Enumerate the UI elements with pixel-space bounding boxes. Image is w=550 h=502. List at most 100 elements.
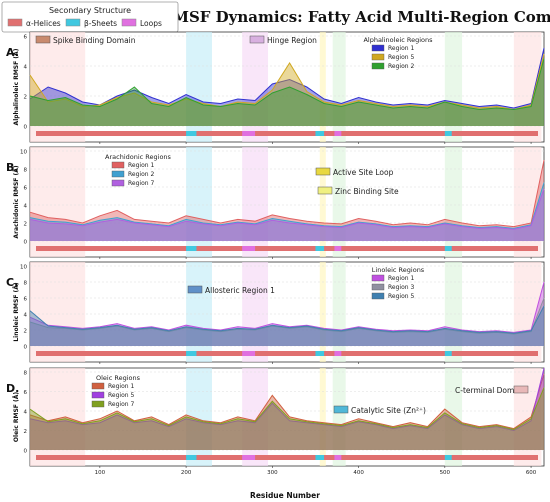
annotation-label-active-site: Active Site Loop — [333, 168, 394, 177]
legend-label-helices: α-Helices — [26, 19, 61, 28]
region-band — [242, 368, 269, 466]
structure-segment — [444, 246, 452, 251]
structure-segment — [315, 246, 325, 251]
annotation-label-cterminal: C-terminal Domain — [455, 386, 526, 395]
structure-strip — [36, 246, 538, 251]
series-area-1 — [30, 373, 544, 450]
region-annotation-active-site: Active Site Loop — [315, 167, 394, 177]
series-area-2 — [30, 298, 544, 346]
region-band — [30, 368, 86, 466]
region-band — [332, 32, 346, 142]
y-tick-label: 4 — [24, 313, 28, 319]
panel-2: 0 2 4 6 8 10B.Arachidonic RMSF (Å) Arachidonic… — [6, 146, 545, 259]
region-band — [513, 262, 542, 362]
series-legend-label: Region 1 — [108, 383, 134, 390]
structure-segment — [444, 455, 452, 460]
series-legend-swatch — [91, 400, 105, 408]
y-tick-label: 0 — [24, 449, 28, 455]
panel-4: 0 2 4 6 8 100 200 300 400 500 600 D.Oleic RMSF (Å) O… — [6, 367, 545, 476]
series-line-3 — [29, 305, 545, 334]
series-legend-swatch — [111, 179, 125, 187]
annotation-label-spike: Spike Binding Domain — [53, 36, 136, 45]
series-legend-label: Region 7 — [128, 180, 154, 187]
structure-legend: Secondary Structure α-Helices β-Sheets L… — [1, 1, 179, 33]
y-axis-label: Arachidonic RMSF (Å) — [13, 165, 20, 238]
region-band — [332, 368, 346, 466]
x-tick-label: 500 — [440, 470, 451, 476]
structure-segment — [242, 131, 256, 136]
structure-segment — [315, 351, 325, 356]
region-band — [186, 32, 212, 142]
annotation-label-zinc: Zinc Binding Site — [335, 187, 399, 196]
series-legend-label: Region 1 — [388, 45, 414, 52]
series-legend-swatch — [111, 170, 125, 178]
series-legend-title: Oleic Regions — [96, 374, 141, 382]
series-line-1 — [29, 281, 545, 333]
region-band — [513, 368, 542, 466]
x-axis-label: Residue Number — [250, 491, 320, 500]
structure-segment — [242, 455, 256, 460]
series-legend-title: Alphalinoleic Regions — [363, 36, 433, 44]
legend-label-sheets: β-Sheets — [84, 19, 117, 28]
series-legend-swatch — [371, 62, 385, 70]
series-legend-label: Region 5 — [108, 392, 134, 399]
series-legend-label: Region 1 — [128, 162, 154, 169]
region-band — [319, 32, 326, 142]
structure-strip — [36, 351, 538, 356]
series-line-1 — [29, 47, 545, 109]
region-band — [186, 262, 212, 362]
structure-strip — [36, 131, 538, 136]
structure-segment — [242, 351, 256, 356]
region-annotation-cterminal: C-terminal Domain — [455, 385, 529, 395]
x-tick-label: 400 — [353, 470, 364, 476]
y-tick-label: 6 — [24, 35, 28, 41]
annotation-label-allosteric: Allosteric Region 1 — [205, 286, 275, 295]
region-band — [30, 147, 86, 257]
region-band — [444, 147, 463, 257]
series-line-2 — [29, 53, 545, 111]
panels: 0 2 4 6 A.Alphalinoleic RMSF (Å) Alphalinolei… — [6, 31, 545, 476]
y-tick-label: 4 — [24, 65, 28, 71]
y-tick-label: 0 — [24, 345, 28, 351]
series-area-3 — [30, 306, 544, 346]
legend-swatch-loops — [121, 18, 137, 27]
structure-legend-title: Secondary Structure — [49, 6, 131, 15]
y-tick-label: 2 — [24, 429, 28, 435]
series-legend-label: Region 3 — [388, 284, 414, 291]
y-tick-label: 2 — [24, 95, 28, 101]
structure-segment — [315, 455, 325, 460]
y-tick-label: 6 — [24, 390, 28, 396]
region-band — [319, 368, 326, 466]
x-tick-label: 600 — [526, 470, 537, 476]
x-tick-label: 200 — [181, 470, 192, 476]
region-band — [242, 147, 269, 257]
series-legend-swatch — [371, 283, 385, 291]
series-legend-swatch — [91, 391, 105, 399]
panel-frame — [29, 261, 545, 363]
panel-3: 0 2 4 6 8 10C.Linoleic RMSF (Å) Linoleic Regio… — [6, 261, 545, 364]
structure-segment — [315, 131, 325, 136]
series-legend-title: Arachidonic Regions — [105, 153, 172, 161]
panel-label: A. — [6, 46, 19, 59]
series-legend-swatch — [371, 53, 385, 61]
series-area-1 — [30, 160, 544, 241]
series-line-2 — [29, 367, 545, 432]
series-legend-swatch — [371, 274, 385, 282]
series-legend-swatch — [371, 292, 385, 300]
region-band — [332, 147, 346, 257]
series-line-3 — [29, 188, 545, 230]
structure-segment — [334, 246, 342, 251]
region-band — [319, 147, 326, 257]
series-legend-swatch — [91, 382, 105, 390]
legend-swatch-sheets — [65, 18, 81, 27]
structure-segment — [186, 246, 197, 251]
series-line-1 — [29, 159, 545, 228]
x-tick-label: 300 — [267, 470, 278, 476]
panel-label: B. — [6, 161, 19, 174]
region-band — [444, 32, 463, 142]
region-band — [332, 262, 346, 362]
y-tick-label: 6 — [24, 186, 28, 192]
y-tick-label: 4 — [24, 410, 28, 416]
region-band — [186, 147, 212, 257]
